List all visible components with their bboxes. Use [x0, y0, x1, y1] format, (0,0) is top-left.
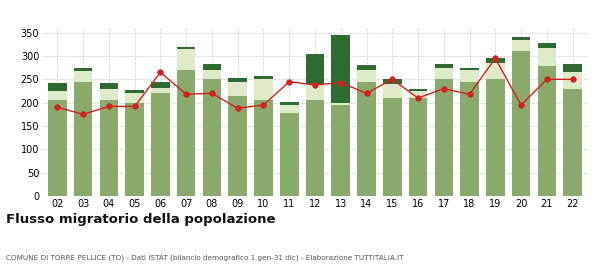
Bar: [151, 82, 170, 88]
Bar: [100, 89, 118, 100]
Bar: [331, 103, 350, 105]
Bar: [100, 83, 118, 89]
Bar: [254, 76, 273, 79]
Bar: [383, 84, 401, 98]
Bar: [434, 64, 453, 68]
Bar: [229, 78, 247, 82]
Bar: [512, 37, 530, 40]
Bar: [74, 71, 92, 82]
Bar: [254, 79, 273, 100]
Bar: [512, 51, 530, 196]
Bar: [306, 100, 324, 196]
Text: COMUNE DI TORRE PELLICE (TO) - Dati ISTAT (bilancio demografico 1 gen-31 dic) - : COMUNE DI TORRE PELLICE (TO) - Dati ISTA…: [6, 255, 404, 261]
Text: Flusso migratorio della popolazione: Flusso migratorio della popolazione: [6, 213, 275, 226]
Bar: [331, 35, 350, 103]
Bar: [357, 65, 376, 70]
Bar: [125, 90, 144, 93]
Bar: [229, 82, 247, 96]
Bar: [563, 64, 582, 72]
Bar: [460, 82, 479, 196]
Bar: [409, 98, 427, 196]
Bar: [177, 70, 196, 196]
Bar: [460, 70, 479, 82]
Bar: [100, 100, 118, 196]
Bar: [177, 47, 196, 49]
Bar: [306, 84, 324, 100]
Bar: [203, 70, 221, 79]
Bar: [125, 93, 144, 103]
Bar: [151, 93, 170, 196]
Bar: [48, 83, 67, 91]
Bar: [48, 91, 67, 100]
Bar: [254, 100, 273, 196]
Bar: [203, 79, 221, 196]
Bar: [48, 100, 67, 196]
Bar: [486, 58, 505, 63]
Legend: Iscritti (da altri comuni), Iscritti (dall'estero), Iscritti (altri), Cancellati: Iscritti (da altri comuni), Iscritti (da…: [100, 0, 530, 2]
Bar: [383, 98, 401, 196]
Bar: [177, 49, 196, 70]
Bar: [357, 82, 376, 196]
Bar: [125, 103, 144, 196]
Bar: [538, 43, 556, 48]
Bar: [563, 72, 582, 89]
Bar: [280, 104, 299, 113]
Bar: [331, 105, 350, 196]
Bar: [306, 54, 324, 84]
Bar: [563, 89, 582, 196]
Bar: [357, 70, 376, 82]
Bar: [409, 89, 427, 91]
Bar: [486, 79, 505, 196]
Bar: [383, 79, 401, 84]
Bar: [74, 68, 92, 71]
Bar: [434, 79, 453, 196]
Bar: [151, 88, 170, 93]
Bar: [538, 48, 556, 66]
Bar: [280, 113, 299, 196]
Bar: [434, 68, 453, 79]
Bar: [229, 96, 247, 196]
Bar: [486, 63, 505, 79]
Bar: [538, 66, 556, 196]
Bar: [512, 40, 530, 51]
Bar: [409, 91, 427, 98]
Bar: [280, 102, 299, 104]
Bar: [203, 64, 221, 70]
Bar: [460, 68, 479, 70]
Bar: [74, 82, 92, 196]
